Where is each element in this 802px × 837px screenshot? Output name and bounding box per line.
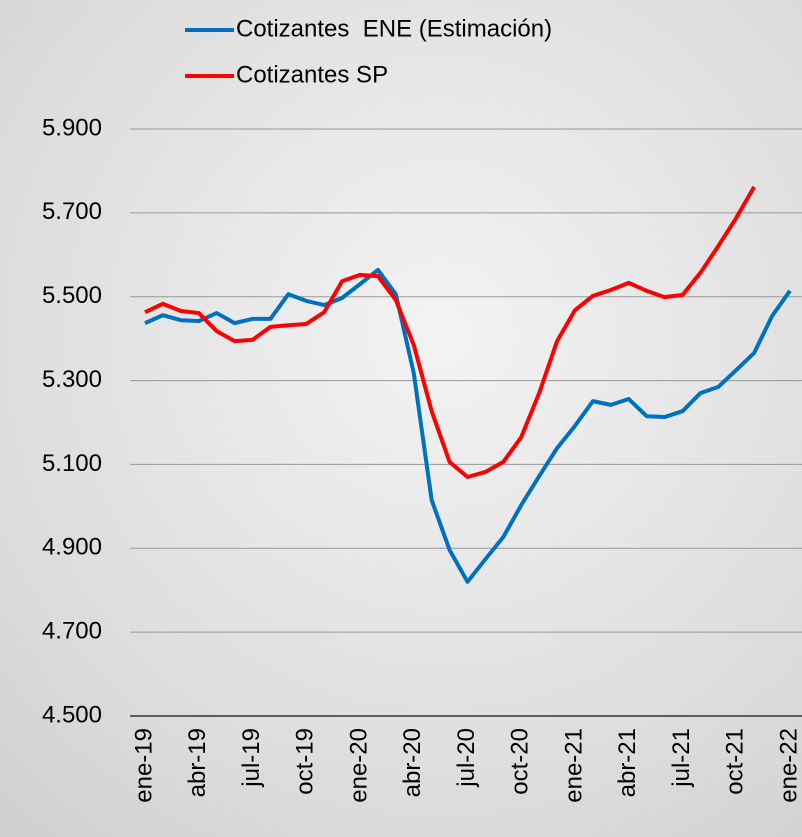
x-tick-label: jul-20 [453, 728, 480, 788]
x-tick-label: abr-21 [614, 728, 641, 797]
y-tick-label: 5.100 [42, 450, 102, 477]
x-tick-label: oct-19 [292, 728, 319, 795]
x-tick-label: jul-21 [668, 728, 695, 788]
y-tick-label: 4.900 [42, 534, 102, 561]
x-tick-label: jul-19 [238, 728, 265, 788]
series-line [144, 185, 756, 480]
y-tick-label: 4.500 [42, 701, 102, 728]
legend-label: Cotizantes ENE (Estimación) [236, 15, 552, 42]
x-tick-label: abr-19 [184, 728, 211, 797]
x-tick-label: ene-21 [560, 728, 587, 803]
y-tick-label: 5.700 [42, 198, 102, 225]
x-tick-label: abr-20 [399, 728, 426, 797]
x-tick-label: ene-20 [345, 728, 372, 803]
x-tick-label: ene-19 [130, 728, 157, 803]
y-tick-label: 5.300 [42, 366, 102, 393]
y-tick-label: 4.700 [42, 617, 102, 644]
x-tick-label: ene-22 [775, 728, 802, 803]
y-tick-label: 5.500 [42, 282, 102, 309]
legend-label: Cotizantes SP [236, 61, 388, 88]
series-line [144, 267, 792, 584]
x-tick-label: oct-20 [507, 728, 534, 795]
x-tick-label: oct-21 [722, 728, 749, 795]
y-tick-label: 5.900 [42, 114, 102, 141]
